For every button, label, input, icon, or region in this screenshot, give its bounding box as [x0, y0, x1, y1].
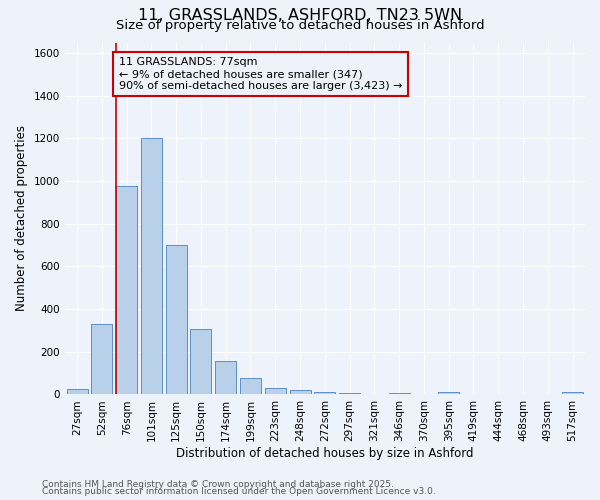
X-axis label: Distribution of detached houses by size in Ashford: Distribution of detached houses by size …: [176, 447, 473, 460]
Bar: [67, 389, 88, 394]
Bar: [389, 393, 410, 394]
Bar: [116, 186, 137, 394]
Bar: [240, 378, 261, 394]
Bar: [290, 390, 311, 394]
Bar: [339, 393, 360, 394]
Text: Contains public sector information licensed under the Open Government Licence v3: Contains public sector information licen…: [42, 487, 436, 496]
Bar: [562, 392, 583, 394]
Bar: [91, 324, 112, 394]
Bar: [314, 392, 335, 394]
Bar: [265, 388, 286, 394]
Text: Contains HM Land Registry data © Crown copyright and database right 2025.: Contains HM Land Registry data © Crown c…: [42, 480, 394, 489]
Text: 11 GRASSLANDS: 77sqm
← 9% of detached houses are smaller (347)
90% of semi-detac: 11 GRASSLANDS: 77sqm ← 9% of detached ho…: [119, 58, 403, 90]
Bar: [166, 245, 187, 394]
Text: Size of property relative to detached houses in Ashford: Size of property relative to detached ho…: [116, 19, 484, 32]
Bar: [438, 392, 459, 394]
Text: 11, GRASSLANDS, ASHFORD, TN23 5WN: 11, GRASSLANDS, ASHFORD, TN23 5WN: [138, 8, 462, 22]
Bar: [215, 361, 236, 394]
Bar: [141, 138, 162, 394]
Y-axis label: Number of detached properties: Number of detached properties: [15, 126, 28, 312]
Bar: [190, 330, 211, 394]
